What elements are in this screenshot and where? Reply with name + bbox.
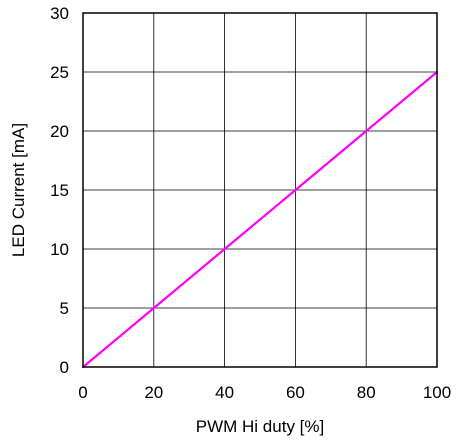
x-tick-label: 100 [423, 383, 451, 402]
x-tick-label: 20 [144, 383, 163, 402]
x-tick-label: 0 [78, 383, 87, 402]
x-axis-title: PWM Hi duty [%] [196, 417, 324, 436]
x-tick-label: 80 [357, 383, 376, 402]
y-tick-label: 15 [50, 181, 69, 200]
x-tick-labels: 0 20 40 60 80 100 [78, 383, 451, 402]
series-line-0 [81, 70, 439, 369]
y-tick-label: 20 [50, 122, 69, 141]
y-tick-label: 30 [50, 4, 69, 23]
grid [83, 13, 437, 367]
plot-area-frame [82, 12, 438, 368]
y-axis-title: LED Current [mA] [9, 123, 28, 257]
y-tick-labels: 0 5 10 15 20 25 30 [50, 4, 69, 377]
x-tick-label: 40 [215, 383, 234, 402]
y-tick-label: 10 [50, 240, 69, 259]
y-tick-label: 5 [60, 299, 69, 318]
series-layer [81, 70, 439, 369]
x-tick-label: 60 [286, 383, 305, 402]
y-tick-label: 25 [50, 63, 69, 82]
y-tick-label: 0 [60, 358, 69, 377]
